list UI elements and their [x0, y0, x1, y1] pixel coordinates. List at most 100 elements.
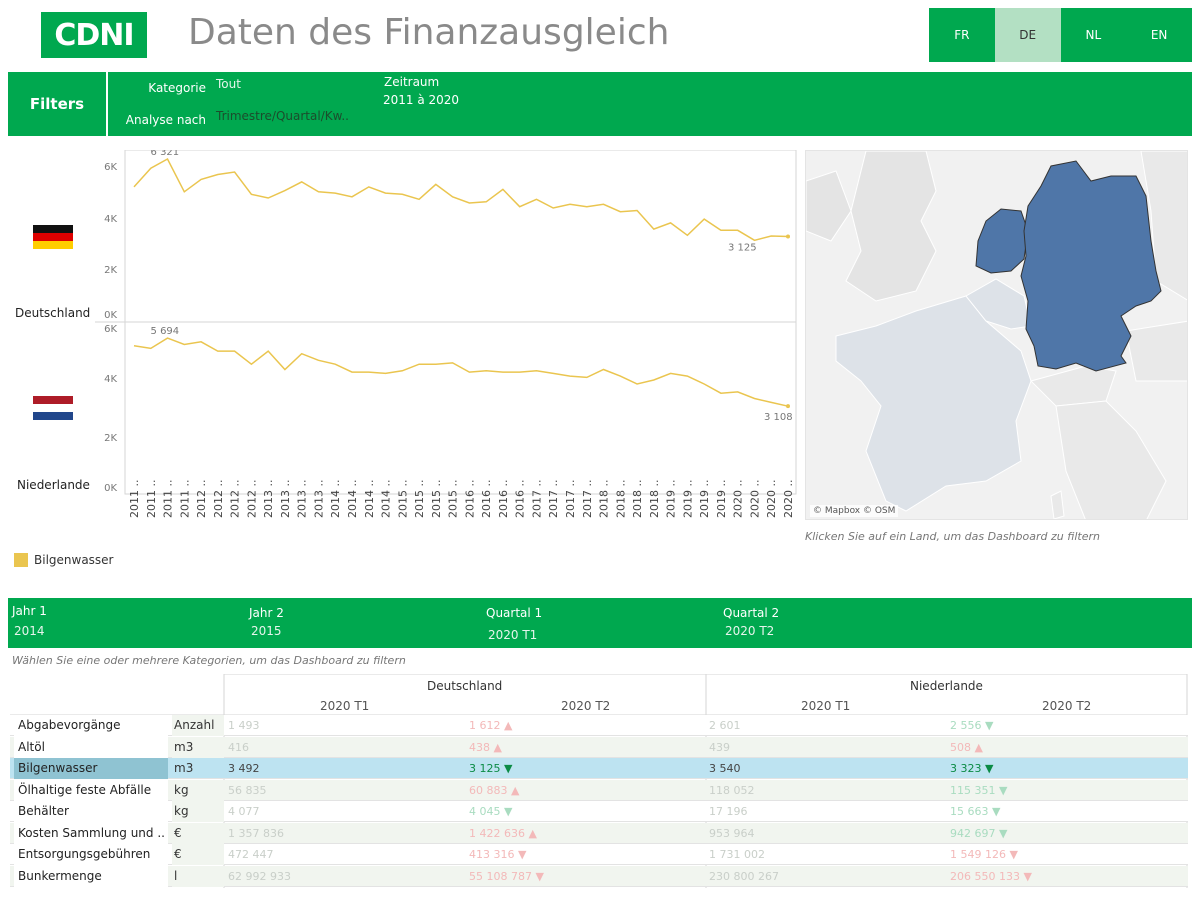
- chart-legend: Bilgenwasser: [14, 553, 114, 567]
- table-cell-nl-t2: 15 663 ▼: [950, 805, 1001, 818]
- ireland-shape: [806, 170, 852, 242]
- de-ytick-2k: 2K: [104, 265, 117, 276]
- nl-last-data-label: 3 108: [764, 412, 793, 423]
- table-cell-nl-t2: 942 697 ▼: [950, 826, 1008, 840]
- table-cell-de-t1: 56 835: [228, 783, 267, 797]
- netherlands-shape[interactable]: [975, 208, 1029, 274]
- x-tick-label: 2011 ..: [145, 480, 158, 518]
- line-charts: 6K 4K 2K 0K 6K 4K 2K 0K Deutschland Nied…: [10, 147, 798, 520]
- de-chart-frame: [124, 149, 797, 323]
- table-row[interactable]: Bilgenwasser m3 3 492 3 125 ▼ 3 540 3 323 ▼: [10, 758, 1188, 779]
- lang-fr-button[interactable]: FR: [954, 28, 970, 42]
- lang-en-button[interactable]: EN: [1150, 28, 1168, 42]
- x-tick-label: 2020 ..: [732, 480, 745, 518]
- de-country-label[interactable]: Deutschland: [15, 306, 90, 320]
- table-row[interactable]: Entsorgungsgebühren €472 447 413 316 ▼ 1 73…: [10, 844, 1188, 865]
- x-tick-label: 2013 ..: [312, 480, 325, 518]
- row-category[interactable]: Kosten Sammlung und ..: [14, 822, 168, 844]
- x-tick-label: 2013 ..: [296, 480, 309, 518]
- cdni-logo[interactable]: CDNI: [41, 12, 147, 58]
- france-shape[interactable]: [835, 295, 1032, 512]
- row-unit: €: [172, 844, 224, 865]
- nl-max-data-label: 5 694: [151, 326, 180, 337]
- lang-de-button[interactable]: DE: [994, 8, 1061, 62]
- x-tick-label: 2019 ..: [715, 480, 728, 518]
- table-cell-nl-t1: 953 964: [709, 826, 755, 840]
- row-category[interactable]: Altöl: [14, 736, 168, 758]
- country-map[interactable]: © Mapbox © OSM: [805, 150, 1188, 520]
- x-tick-label: 2016 ..: [497, 480, 510, 518]
- germany-flag-icon[interactable]: [33, 225, 73, 249]
- table-cell-de-t2: 55 108 787 ▼: [469, 869, 544, 883]
- table-row[interactable]: Abgabevorgänge Anzahl 1 493 1 612 ▲ 2 601 2 5…: [10, 715, 1188, 736]
- x-tick-label: 2015 ..: [447, 480, 460, 518]
- page-title: Daten des Finanzausgleich: [188, 12, 670, 53]
- table-header-deutschland: Deutschland: [427, 679, 503, 693]
- row-unit: kg: [172, 801, 224, 822]
- x-tick-label: 2013 ..: [279, 480, 292, 518]
- zeitraum-select[interactable]: 2011 à 2020: [383, 93, 460, 107]
- table-cell-de-t2: 3 125 ▼: [469, 762, 513, 775]
- table-row[interactable]: Bunkermenge l 62 992 933 55 108 787 ▼ 230 80…: [10, 865, 1188, 887]
- jahr2-label: Jahr 2: [249, 606, 284, 620]
- deutschland-last-point[interactable]: [786, 234, 790, 239]
- lang-nl-button[interactable]: NL: [1085, 28, 1102, 42]
- table-row[interactable]: Ölhaltige feste Abfälle kg 56 835 60 883 ▲ 1…: [10, 779, 1188, 801]
- niederlande-line[interactable]: [133, 337, 789, 407]
- analyse-label: Analyse nach: [125, 113, 206, 127]
- table-cell-de-t1: 1 357 836: [228, 826, 284, 840]
- x-tick-label: 2020 ..: [748, 480, 761, 518]
- x-tick-label: 2017 ..: [581, 480, 594, 518]
- table-header-nl-t1: 2020 T1: [801, 699, 851, 713]
- x-tick-label: 2014 ..: [380, 480, 393, 518]
- row-category[interactable]: Bunkermenge: [14, 865, 168, 887]
- table-cell-nl-t1: 439: [709, 740, 730, 754]
- nl-chart-frame: [124, 321, 797, 495]
- x-tick-label: 2011 ..: [178, 480, 191, 518]
- legend-label: Bilgenwasser: [34, 553, 114, 567]
- jahr1-select[interactable]: 2014: [14, 624, 45, 638]
- x-tick-label: 2019 ..: [698, 480, 711, 518]
- germany-shape[interactable]: [1020, 160, 1162, 372]
- quartal1-label: Quartal 1: [486, 606, 543, 620]
- x-tick-label: 2018 ..: [631, 480, 644, 518]
- quartal2-select[interactable]: 2020 T2: [725, 624, 775, 638]
- table-cell-nl-t1: 230 800 267: [709, 869, 779, 883]
- row-category[interactable]: Behälter: [14, 801, 168, 822]
- niederlande-last-point[interactable]: [786, 404, 790, 409]
- table-cell-de-t1: 416: [228, 740, 249, 754]
- table-cell-de-t2: 413 316 ▼: [469, 848, 527, 861]
- table-row[interactable]: Altöl m3 416 438 ▲ 439 508 ▲: [10, 736, 1188, 758]
- x-tick-label: 2012 ..: [245, 480, 258, 518]
- jahr2-select[interactable]: 2015: [251, 624, 282, 638]
- austria-shape: [1125, 320, 1187, 382]
- row-unit: kg: [172, 779, 224, 801]
- row-unit: Anzahl: [172, 715, 224, 736]
- table-cell-nl-t2: 2 556 ▼: [950, 719, 994, 732]
- filter-bar: Filters Kategorie Tout Analyse nach Trim…: [8, 72, 1192, 136]
- row-unit: m3: [174, 761, 194, 775]
- nl-country-label[interactable]: Niederlande: [17, 478, 90, 492]
- deutschland-line[interactable]: [133, 157, 789, 242]
- table-cell-de-t1: 4 077: [228, 805, 260, 818]
- table-row[interactable]: Kosten Sammlung und .. €1 357 836 1 422 63…: [10, 822, 1188, 844]
- table-cell-nl-t2: 3 323 ▼: [950, 762, 994, 775]
- analyse-select[interactable]: Trimestre/Quartal/Kw..: [216, 109, 349, 123]
- kategorie-select[interactable]: Tout: [216, 77, 241, 91]
- quartal1-select[interactable]: 2020 T1: [488, 628, 538, 642]
- row-category[interactable]: Abgabevorgänge: [14, 715, 168, 736]
- x-tick-label: 2011 ..: [128, 480, 141, 518]
- table-row[interactable]: Behälter kg 4 077 4 045 ▼ 17 196 15 663 ▼: [10, 801, 1188, 822]
- nl-series: [133, 337, 790, 409]
- map-credit[interactable]: © Mapbox © OSM: [810, 505, 899, 517]
- x-tick-label: 2018 ..: [614, 480, 627, 518]
- row-category[interactable]: Entsorgungsgebühren: [14, 844, 168, 865]
- x-axis-ticks: 2011 .. 2011 .. 2011 .. 2011 .. 2012 .. 2012 …: [128, 480, 795, 518]
- x-tick-label: 2016 ..: [480, 480, 493, 518]
- row-category[interactable]: Bilgenwasser: [14, 758, 168, 779]
- row-category[interactable]: Ölhaltige feste Abfälle: [14, 779, 168, 801]
- netherlands-flag-icon[interactable]: [33, 396, 73, 420]
- x-tick-label: 2017 ..: [564, 480, 577, 518]
- period-bar: Jahr 1 2014 Jahr 2 2015 Quartal 1 2020 T…: [8, 598, 1192, 648]
- legend-swatch: [14, 553, 28, 567]
